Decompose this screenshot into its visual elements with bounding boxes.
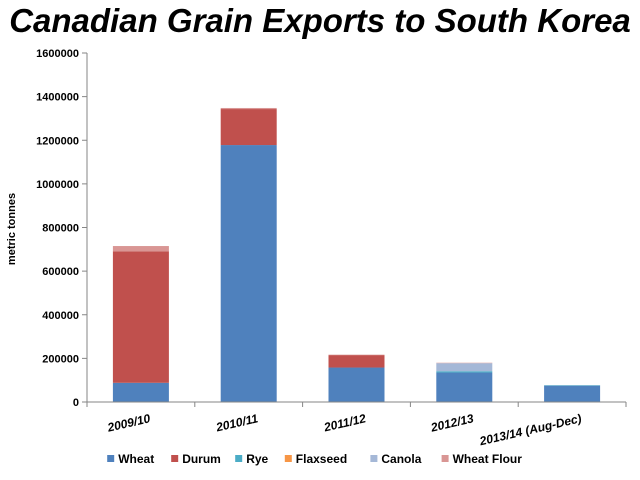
legend-label-durum: Durum xyxy=(182,452,221,466)
legend-label-canola: Canola xyxy=(381,452,421,466)
legend-swatch-wheat-flour xyxy=(441,455,449,462)
legend-swatch-flaxseed xyxy=(284,455,292,462)
x-tick-label: 2009/10 xyxy=(105,411,152,435)
x-tick-label: 2012/13 xyxy=(429,411,476,435)
bar-canola xyxy=(436,363,493,372)
y-axis-label: metric tonnes xyxy=(6,193,18,265)
bar-wheat xyxy=(328,367,385,402)
bar-wheat xyxy=(112,382,169,402)
y-axis-ticks: 0 200000 400000 600000 800000 1000000 1200000 1… xyxy=(36,48,87,409)
legend-swatch-durum xyxy=(171,455,179,462)
legend-label-rye: Rye xyxy=(246,452,268,466)
legend-swatch-wheat xyxy=(107,455,115,462)
chart-title: Canadian Grain Exports to South Korea xyxy=(9,2,631,39)
x-tick-label: 2011/12 xyxy=(322,411,368,434)
bar-wheat xyxy=(436,372,493,402)
bar-durum xyxy=(112,251,169,383)
y-tick-label: 800000 xyxy=(42,223,79,235)
x-axis-ticks: 2009/10 2010/11 2011/12 2012/13 2013/14 (Aug… xyxy=(86,402,627,449)
bars xyxy=(112,107,601,402)
bar-wheat xyxy=(544,385,601,402)
y-tick-label: 400000 xyxy=(42,310,79,322)
y-tick-label: 1200000 xyxy=(36,135,79,147)
legend-swatch-rye xyxy=(235,455,243,462)
y-tick-label: 1600000 xyxy=(36,48,79,60)
bar-rye xyxy=(436,371,493,373)
axes xyxy=(86,53,626,403)
bar-durum xyxy=(220,109,277,146)
legend-label-wheat: Wheat xyxy=(118,452,154,466)
y-tick-label: 0 xyxy=(73,397,79,409)
y-tick-label: 600000 xyxy=(42,266,79,278)
bar-wheat xyxy=(220,145,277,402)
bar-wheat-flour xyxy=(220,107,277,110)
y-tick-label: 200000 xyxy=(42,353,79,365)
legend-label-flaxseed: Flaxseed xyxy=(296,452,347,466)
bar-wheat-flour xyxy=(112,246,169,252)
y-tick-label: 1000000 xyxy=(36,179,79,191)
legend-swatch-canola xyxy=(370,455,378,462)
legend: Wheat Durum Rye Flaxseed Canola Wheat Flour xyxy=(107,452,522,466)
x-tick-label: 2010/11 xyxy=(214,411,260,434)
y-tick-label: 1400000 xyxy=(36,92,79,104)
legend-label-wheat-flour: Wheat Flour xyxy=(453,452,523,466)
bar-durum xyxy=(328,355,385,368)
x-tick-label: 2013/14 (Aug-Dec) xyxy=(477,411,583,448)
